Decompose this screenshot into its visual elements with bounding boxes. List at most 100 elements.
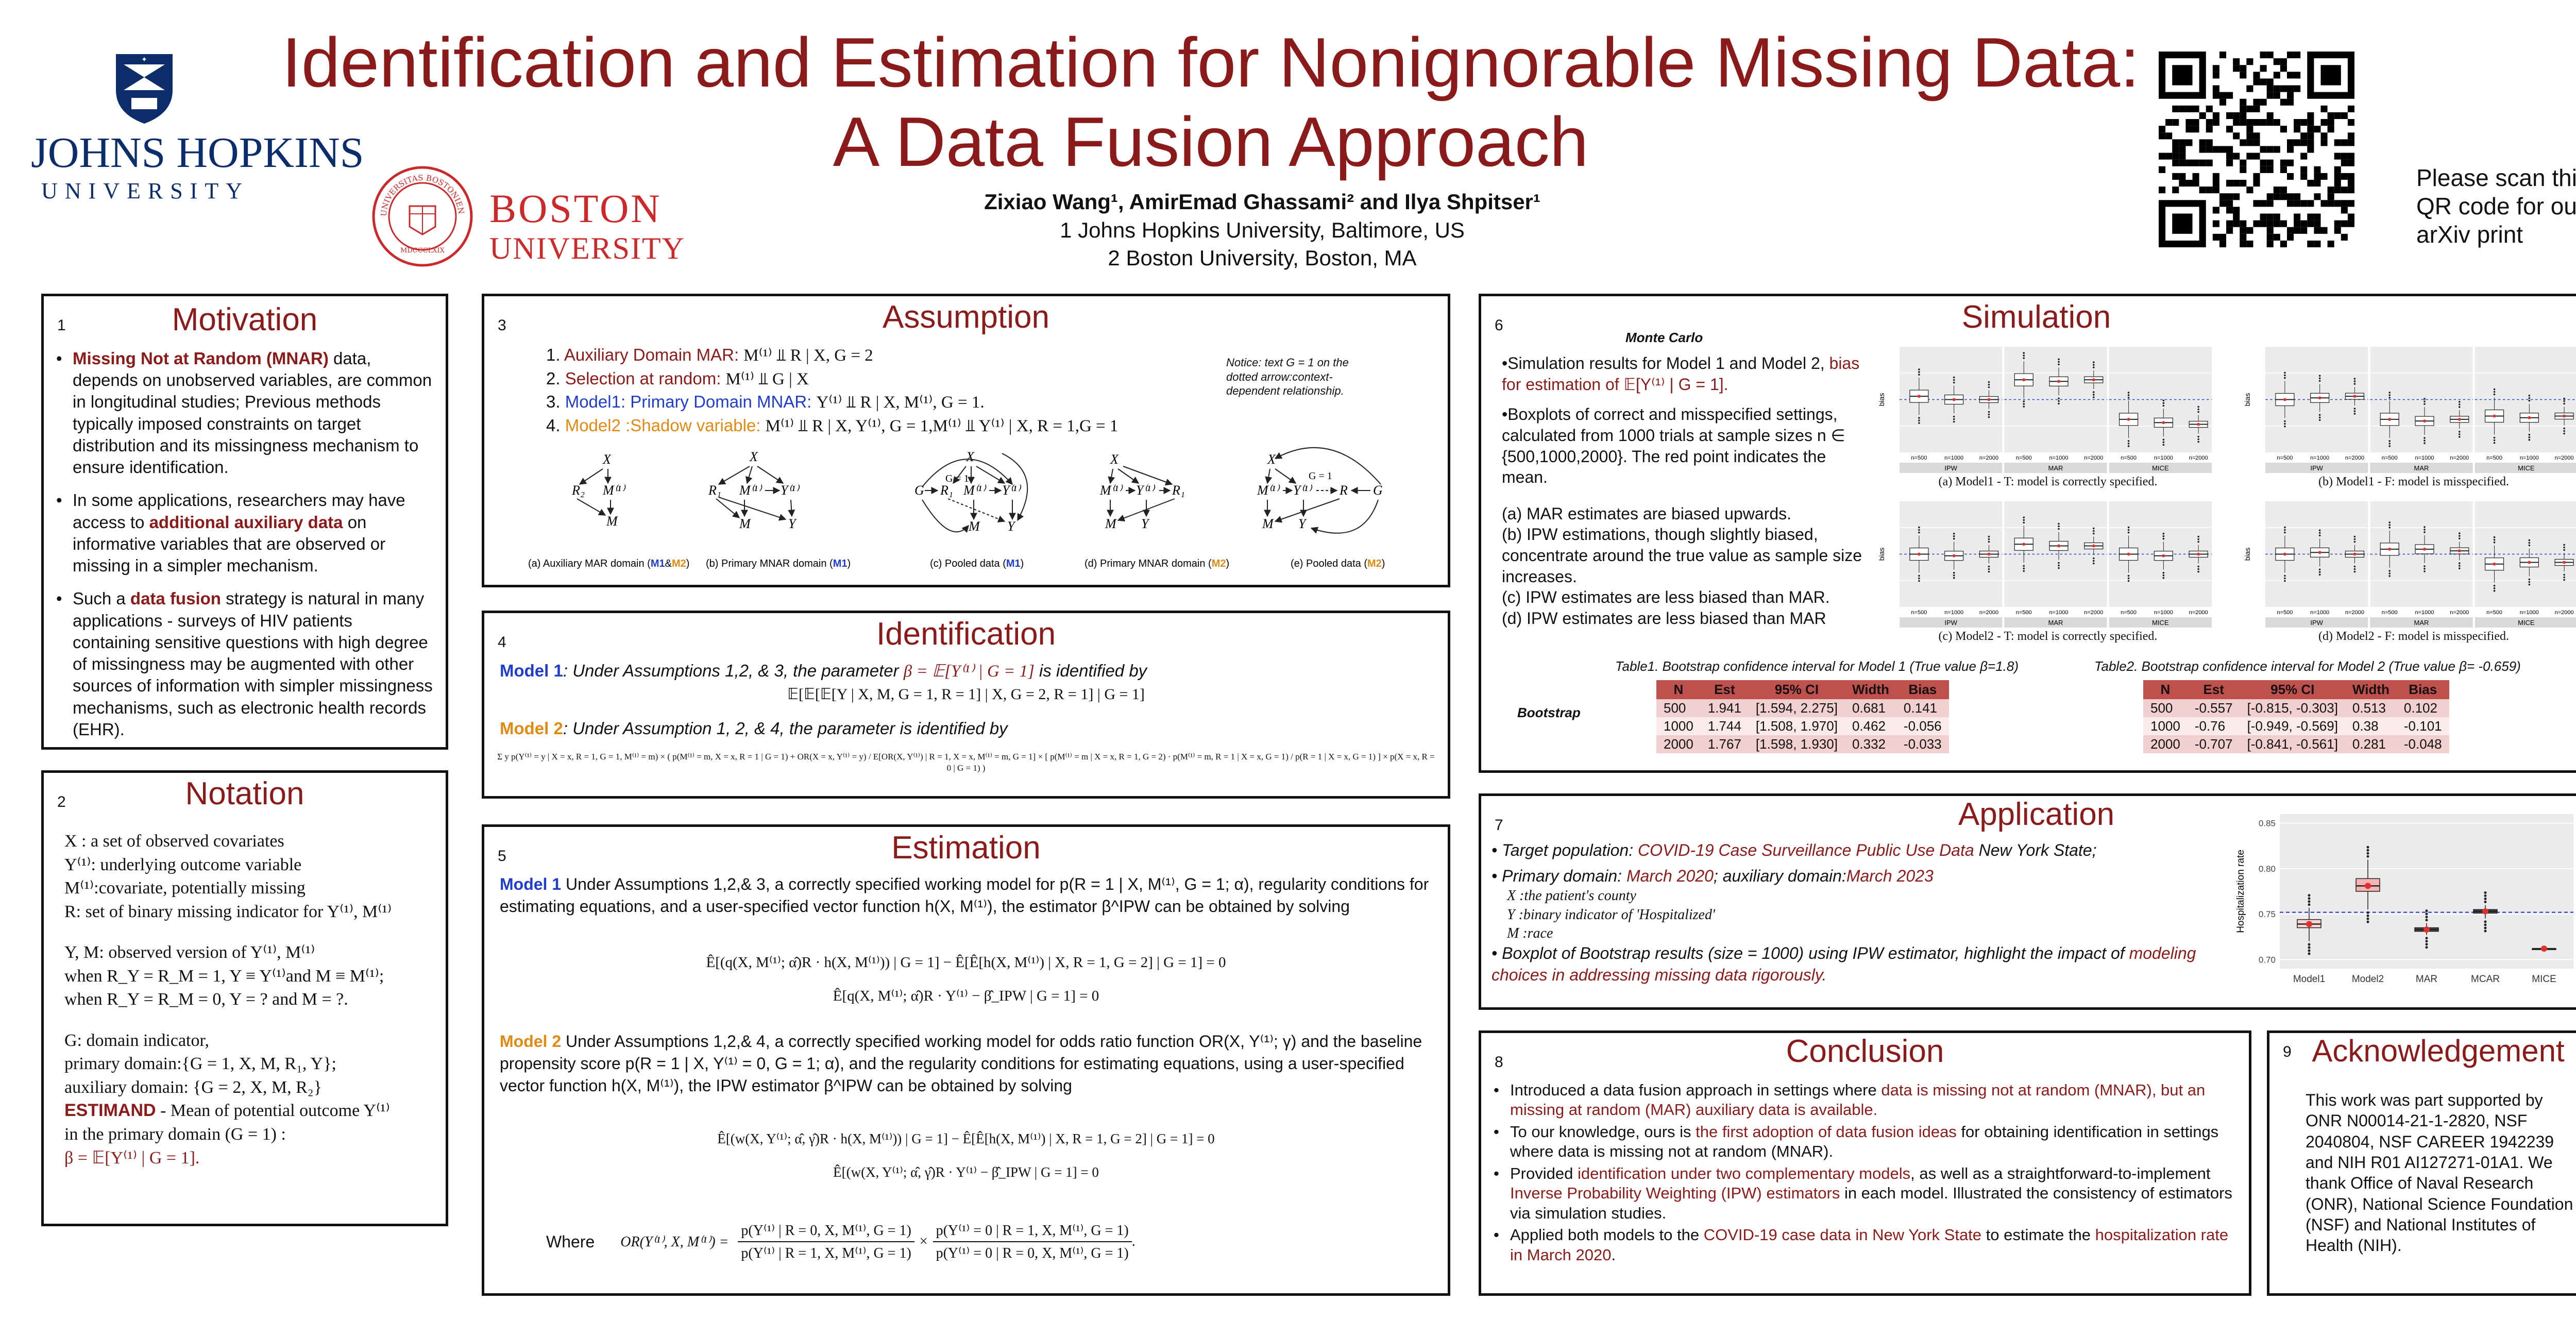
section-title: Assumption — [883, 299, 1049, 335]
outlier — [2308, 946, 2311, 949]
sim-result-a: (a) MAR estimates are biased upwards. — [1502, 504, 1791, 523]
outlier — [2528, 399, 2531, 402]
box-mean — [2162, 554, 2165, 557]
outlier — [2092, 366, 2095, 368]
outlier — [2388, 527, 2391, 529]
outlier — [2424, 529, 2426, 531]
list-item: Applied both models to the COVID-19 case… — [1490, 1225, 2243, 1265]
outlier — [2353, 413, 2356, 415]
outlier — [2388, 397, 2391, 399]
section-number: 3 — [498, 317, 506, 334]
table-cell: 0.102 — [2396, 699, 2449, 717]
outlier — [2162, 537, 2165, 540]
notation-line: primary domain:{G = 1, X, M, R₁, Y}; — [64, 1054, 336, 1074]
box-mean — [2541, 945, 2547, 952]
notation-line: G: domain indicator, — [64, 1030, 209, 1050]
conclusion-panel: 8 Conclusion Introduced a data fusion ap… — [1479, 1030, 2251, 1296]
outlier — [2528, 438, 2531, 441]
tick-label: n=1000 — [2520, 610, 2539, 616]
table-cell: -0.048 — [2396, 735, 2449, 753]
y-tick-label: 0.70 — [2259, 955, 2276, 965]
list-item: Introduced a data fusion approach in set… — [1490, 1080, 2243, 1120]
list-item: Such a data fusion strategy is natural i… — [53, 588, 434, 740]
outlier — [2353, 380, 2356, 382]
outlier — [2162, 441, 2165, 444]
outlier — [2318, 573, 2321, 576]
outlier — [2493, 388, 2496, 391]
outlier — [2023, 521, 2025, 524]
sim-point-1: •Simulation results for Model 1 and Mode… — [1502, 354, 1860, 394]
outlier — [2197, 570, 2199, 573]
table-cell: 0.332 — [1844, 735, 1896, 753]
dag-caption-e: (e) Pooled data (M2) — [1291, 558, 1385, 569]
svg-text:Y⁽¹⁾: Y⁽¹⁾ — [1293, 483, 1313, 498]
box-mean — [2283, 398, 2286, 401]
outlier — [2284, 377, 2286, 379]
axis-label: bias — [2244, 393, 2251, 407]
outlier — [2058, 363, 2060, 366]
box-mean — [2092, 544, 2095, 548]
outlier — [2458, 535, 2461, 537]
jhu-shield-icon: ✦ — [116, 54, 173, 124]
table-header: 95% CI — [1748, 680, 1845, 699]
dag-figures: X R₂ M⁽¹⁾ M X R₁ M⁽¹⁾ Y⁽¹⁾ M Y — [528, 447, 1385, 569]
box-mean — [2353, 552, 2357, 556]
outlier — [2308, 897, 2311, 900]
outlier — [2318, 414, 2321, 416]
svg-text:M: M — [968, 519, 980, 534]
outlier — [2284, 420, 2286, 422]
tick-label: n=500 — [2277, 610, 2293, 616]
axis-label: bias — [1878, 393, 1886, 407]
outlier — [2023, 567, 2025, 570]
section-number: 8 — [1495, 1054, 1503, 1071]
axis-label: bias — [1878, 548, 1886, 561]
outlier — [2023, 570, 2025, 572]
facet-strip — [2265, 617, 2368, 628]
table-row: 1000 1.744 [1.508, 1.970] 0.462 -0.056 — [1656, 717, 1949, 735]
outlier — [2023, 400, 2025, 402]
outlier — [2023, 516, 2025, 519]
box-mean — [2458, 417, 2461, 421]
outlier — [1953, 537, 1955, 540]
table-cell: [-0.815, -0.303] — [2240, 699, 2345, 717]
table-row: 1000 -0.76 [-0.949, -0.569] 0.38 -0.101 — [2143, 717, 2449, 735]
x-tick-label: Model2 — [2352, 974, 2384, 985]
outlier — [2284, 425, 2286, 428]
outlier — [2484, 900, 2487, 903]
outlier — [2127, 529, 2130, 531]
outlier — [2425, 912, 2428, 916]
y-tick-label: 0.80 — [2259, 864, 2276, 874]
outlier — [2458, 562, 2461, 564]
qr-code[interactable] — [2159, 52, 2354, 247]
table-cell: -0.707 — [2187, 735, 2240, 753]
identification-model1: Model 1: Under Assumptions 1,2, & 3, the… — [500, 661, 1147, 681]
outlier — [2162, 402, 2165, 404]
section-title: Application — [1958, 797, 2115, 832]
outlier — [1988, 416, 1990, 418]
box-mean — [2127, 552, 2130, 556]
outlier — [2197, 568, 2199, 570]
assumption-2: 2. Selection at random: M⁽¹⁾ ⫫ G | X — [546, 368, 809, 388]
authors: Zixiao Wang¹, AmirEmad Ghassami² and Ily… — [984, 190, 1540, 214]
tick-label: n=2000 — [2189, 455, 2208, 461]
table-header: Est — [2187, 680, 2240, 699]
section-number: 4 — [498, 634, 506, 651]
svg-text:MDCCCLXIX: MDCCCLXIX — [400, 247, 445, 255]
facet-strip — [2109, 463, 2212, 473]
section-title: Conclusion — [1786, 1034, 1944, 1069]
table-cell: 0.513 — [2345, 699, 2397, 717]
facet-label: MAR — [2414, 619, 2429, 627]
tick-label: n=500 — [2486, 455, 2502, 461]
box-mean — [2283, 552, 2286, 556]
outlier — [1988, 568, 1990, 570]
section-number: 2 — [57, 793, 66, 810]
outlier — [2366, 849, 2369, 852]
table-cell: 1000 — [1656, 717, 1701, 735]
outlier — [2197, 438, 2199, 441]
outlier — [2284, 577, 2286, 580]
outlier — [1918, 419, 1920, 421]
box-mean — [2306, 921, 2312, 927]
outlier — [2484, 929, 2487, 933]
svg-text:Y⁽¹⁾: Y⁽¹⁾ — [781, 483, 800, 498]
outlier — [1918, 531, 1920, 534]
